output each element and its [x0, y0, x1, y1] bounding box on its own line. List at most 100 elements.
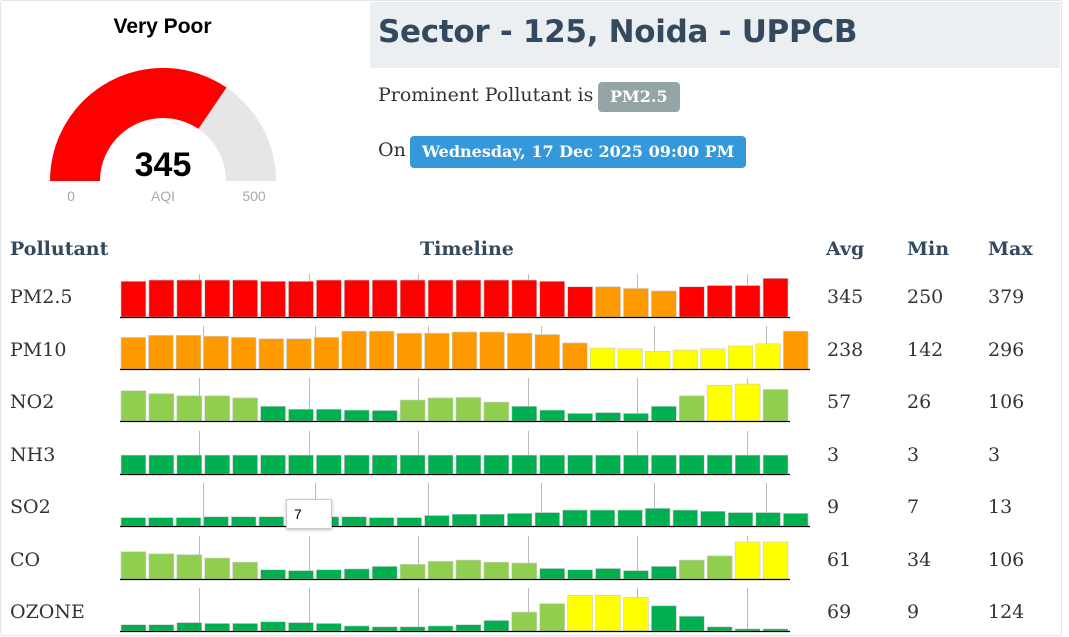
timeline-bar[interactable] [679, 286, 705, 318]
timeline-bar[interactable] [623, 597, 649, 632]
timeline-bar[interactable] [783, 330, 809, 370]
timeline-bar[interactable] [427, 397, 454, 422]
timeline-bar[interactable] [341, 330, 367, 370]
timeline-bar[interactable] [204, 454, 230, 475]
timeline-bar[interactable] [260, 621, 286, 632]
timeline-bar[interactable] [623, 413, 649, 422]
timeline-bar[interactable] [427, 454, 454, 475]
timeline-bar[interactable] [396, 517, 422, 527]
timeline-bar[interactable] [455, 279, 482, 318]
timeline-bar[interactable] [645, 508, 671, 527]
timeline-bar[interactable] [120, 517, 146, 527]
timeline-bar[interactable] [651, 454, 677, 475]
timeline-bar[interactable] [539, 409, 565, 422]
timeline-bar[interactable] [344, 279, 370, 318]
timeline-chart[interactable] [120, 532, 810, 582]
timeline-bar[interactable] [427, 625, 454, 632]
timeline-chart[interactable] [120, 427, 810, 477]
timeline-bar[interactable] [734, 454, 761, 475]
timeline-bar[interactable] [672, 349, 698, 370]
timeline-bar[interactable] [120, 281, 147, 318]
timeline-bar[interactable] [424, 333, 450, 370]
timeline-bar[interactable] [511, 611, 538, 632]
timeline-bar[interactable] [288, 622, 314, 632]
timeline-bar[interactable] [762, 454, 789, 475]
timeline-bar[interactable] [567, 413, 593, 422]
timeline-bar[interactable] [617, 348, 643, 370]
timeline-bar[interactable] [483, 401, 510, 422]
timeline-bar[interactable] [589, 509, 616, 527]
timeline-bar[interactable] [176, 454, 203, 475]
timeline-bar[interactable] [288, 570, 314, 580]
timeline-bar[interactable] [483, 620, 510, 632]
timeline-bar[interactable] [700, 510, 726, 527]
timeline-bar[interactable] [396, 333, 422, 370]
timeline-bar[interactable] [148, 454, 175, 475]
timeline-bar[interactable] [258, 516, 284, 527]
timeline-bar[interactable] [204, 557, 230, 580]
timeline-bar[interactable] [371, 626, 398, 632]
timeline-bar[interactable] [762, 278, 789, 318]
timeline-bar[interactable] [232, 279, 258, 318]
timeline-bar[interactable] [651, 566, 677, 580]
timeline-bar[interactable] [455, 454, 482, 475]
timeline-bar[interactable] [260, 281, 286, 318]
timeline-bar[interactable] [344, 454, 370, 475]
timeline-bar[interactable] [120, 337, 146, 370]
timeline-bar[interactable] [344, 625, 370, 632]
timeline-bar[interactable] [479, 331, 505, 370]
timeline-bar[interactable] [539, 603, 565, 632]
timeline-bar[interactable] [288, 281, 314, 318]
timeline-bar[interactable] [175, 517, 202, 527]
timeline-bar[interactable] [120, 551, 147, 580]
timeline-bar[interactable] [399, 399, 426, 422]
timeline-bar[interactable] [344, 568, 370, 580]
timeline-bar[interactable] [672, 509, 698, 527]
timeline-bar[interactable] [734, 628, 761, 632]
timeline-bar[interactable] [706, 285, 733, 318]
timeline-bar[interactable] [371, 454, 398, 475]
timeline-bar[interactable] [260, 454, 286, 475]
timeline-bar[interactable] [679, 615, 705, 632]
timeline-bar[interactable] [623, 570, 649, 580]
timeline-bar[interactable] [511, 279, 538, 318]
timeline-bar[interactable] [176, 279, 203, 318]
timeline-bar[interactable] [539, 568, 565, 580]
timeline-bar[interactable] [483, 561, 510, 580]
timeline-bar[interactable] [232, 454, 258, 475]
timeline-bar[interactable] [232, 623, 258, 632]
timeline-bar[interactable] [204, 395, 230, 422]
timeline-bar[interactable] [120, 390, 147, 422]
timeline-bar[interactable] [727, 512, 754, 527]
timeline-bar[interactable] [567, 569, 593, 580]
timeline-bar[interactable] [595, 412, 621, 422]
timeline-bar[interactable] [762, 628, 789, 632]
timeline-bar[interactable] [427, 561, 454, 580]
timeline-bar[interactable] [734, 285, 761, 318]
timeline-bar[interactable] [176, 622, 203, 632]
timeline-bar[interactable] [589, 347, 616, 370]
timeline-bar[interactable] [679, 454, 705, 475]
timeline-bar[interactable] [316, 279, 342, 318]
timeline-bar[interactable] [231, 337, 257, 370]
timeline-bar[interactable] [148, 335, 174, 370]
timeline-bar[interactable] [623, 288, 649, 318]
timeline-bar[interactable] [734, 383, 761, 422]
timeline-bar[interactable] [651, 405, 677, 422]
timeline-bar[interactable] [595, 454, 621, 475]
timeline-bar[interactable] [755, 343, 781, 370]
timeline-bar[interactable] [176, 554, 203, 580]
timeline-bar[interactable] [679, 395, 705, 422]
timeline-bar[interactable] [175, 335, 202, 370]
timeline-bar[interactable] [651, 605, 677, 632]
timeline-bar[interactable] [176, 395, 203, 422]
timeline-bar[interactable] [232, 397, 258, 422]
timeline-bar[interactable] [595, 568, 621, 580]
timeline-bar[interactable] [371, 410, 398, 422]
timeline-bar[interactable] [204, 623, 230, 632]
timeline-bar[interactable] [371, 279, 398, 318]
timeline-bar[interactable] [651, 290, 677, 318]
timeline-bar[interactable] [424, 515, 450, 527]
timeline-bar[interactable] [455, 559, 482, 580]
timeline-bar[interactable] [567, 286, 593, 318]
